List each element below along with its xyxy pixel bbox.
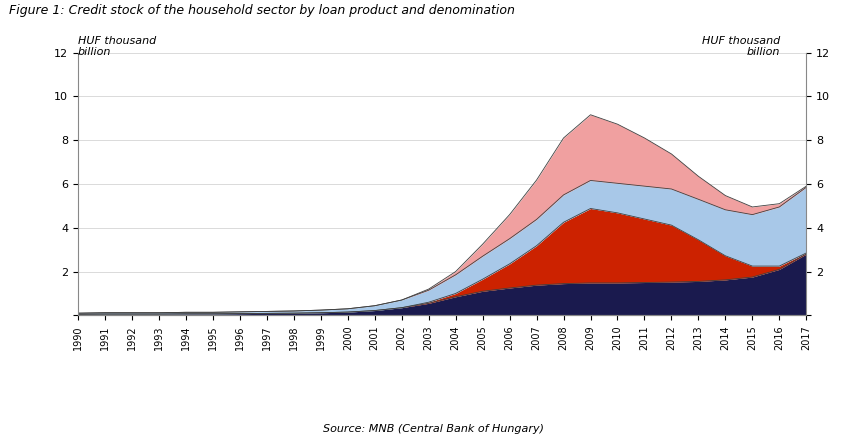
Text: HUF thousand: HUF thousand (78, 36, 156, 46)
Text: Figure 1: Credit stock of the household sector by loan product and denomination: Figure 1: Credit stock of the household … (9, 4, 514, 18)
Text: Source: MNB (Central Bank of Hungary): Source: MNB (Central Bank of Hungary) (323, 424, 544, 434)
Text: billion: billion (78, 47, 111, 57)
Text: billion: billion (747, 47, 780, 57)
Text: HUF thousand: HUF thousand (702, 36, 780, 46)
